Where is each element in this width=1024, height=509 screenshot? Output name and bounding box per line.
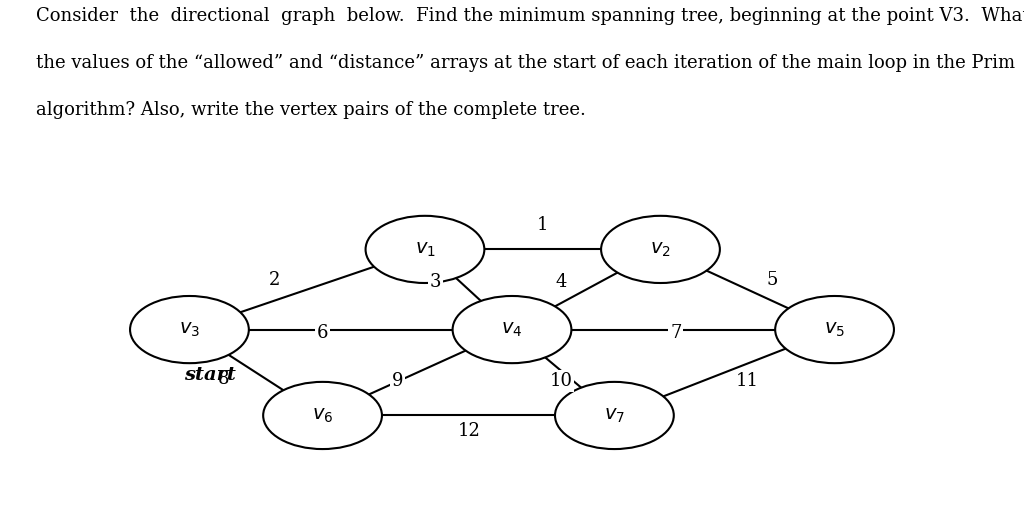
Text: 1: 1 bbox=[537, 216, 549, 234]
Text: 3: 3 bbox=[429, 273, 441, 291]
Ellipse shape bbox=[263, 382, 382, 449]
Text: $v_5$: $v_5$ bbox=[824, 321, 845, 338]
Text: $v_7$: $v_7$ bbox=[604, 406, 625, 425]
Text: 5: 5 bbox=[766, 271, 778, 289]
Ellipse shape bbox=[366, 216, 484, 283]
Text: 11: 11 bbox=[736, 372, 759, 390]
Text: 6: 6 bbox=[316, 324, 329, 342]
Text: 8: 8 bbox=[217, 370, 229, 388]
Ellipse shape bbox=[453, 296, 571, 363]
Text: $v_3$: $v_3$ bbox=[179, 321, 200, 338]
Ellipse shape bbox=[601, 216, 720, 283]
Text: 12: 12 bbox=[458, 422, 480, 440]
Ellipse shape bbox=[130, 296, 249, 363]
Text: algorithm? Also, write the vertex pairs of the complete tree.: algorithm? Also, write the vertex pairs … bbox=[36, 101, 586, 119]
Text: start: start bbox=[184, 366, 237, 384]
Text: the values of the “allowed” and “distance” arrays at the start of each iteration: the values of the “allowed” and “distanc… bbox=[36, 54, 1015, 72]
Text: 7: 7 bbox=[670, 324, 682, 342]
Ellipse shape bbox=[555, 382, 674, 449]
Text: $v_2$: $v_2$ bbox=[650, 240, 671, 259]
Text: Consider  the  directional  graph  below.  Find the minimum spanning tree, begin: Consider the directional graph below. Fi… bbox=[36, 7, 1024, 25]
Ellipse shape bbox=[775, 296, 894, 363]
Text: $v_6$: $v_6$ bbox=[312, 406, 333, 425]
Text: 2: 2 bbox=[268, 271, 281, 289]
Text: 10: 10 bbox=[550, 372, 572, 390]
Text: $v_1$: $v_1$ bbox=[415, 240, 435, 259]
Text: 9: 9 bbox=[391, 372, 403, 390]
Text: 4: 4 bbox=[555, 273, 567, 291]
Text: $v_4$: $v_4$ bbox=[502, 321, 522, 338]
